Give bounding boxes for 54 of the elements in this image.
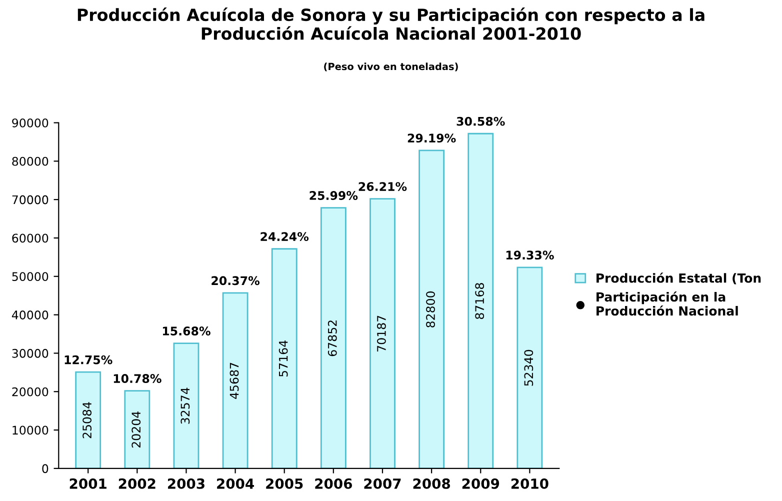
annotation: 29.19% <box>408 134 456 143</box>
x-tick-label: 2007 <box>364 478 401 489</box>
bar <box>222 292 248 468</box>
x-tick-label: 2008 <box>413 478 450 489</box>
x-tick-label: 2003 <box>168 478 204 489</box>
x-tick-label: 2005 <box>266 478 303 489</box>
data-label: 82800 <box>426 291 435 328</box>
x-tick-label: 2006 <box>315 478 352 489</box>
annotation: 19.33% <box>506 250 554 260</box>
legend-label: Producción Estatal (Ton <box>596 272 761 284</box>
annotation: 25.99% <box>310 191 358 200</box>
x-tick-label: 2009 <box>462 478 500 489</box>
data-label: 57164 <box>278 340 288 377</box>
annotation: 24.24% <box>260 232 309 242</box>
annotation: 30.58% <box>456 116 505 126</box>
bar <box>271 248 298 468</box>
data-label: 32574 <box>180 388 190 424</box>
annotation: 12.75% <box>64 355 112 364</box>
y-tick-label: 70000 <box>12 195 48 204</box>
bar <box>468 132 494 468</box>
annotation: 20.37% <box>212 276 260 286</box>
y-tick-label: 60000 <box>12 234 48 243</box>
bar <box>173 342 200 468</box>
chart-subtitle: (Peso vivo en toneladas) <box>324 62 458 72</box>
y-tick-label: 10000 <box>12 426 48 435</box>
chart-title: Producción Acuícola de Sonora y su Participación con respecto a la Producción Acuícola Nacional 2001-2010 <box>78 8 704 40</box>
x-tick-label: 2001 <box>70 478 106 489</box>
legend-label: Participación en la Producción Nacional <box>596 291 738 316</box>
bar <box>75 371 102 468</box>
annotation: 15.68% <box>162 326 210 336</box>
x-tick-label: 2002 <box>118 478 156 489</box>
annotation: 26.21% <box>358 182 407 192</box>
data-label: 70187 <box>376 316 386 352</box>
data-label: 52340 <box>524 350 534 386</box>
y-tick-label: 30000 <box>12 348 48 358</box>
x-tick-label: 2010 <box>511 478 548 489</box>
data-label: 25084 <box>82 402 92 438</box>
y-tick-label: 20000 <box>12 387 48 396</box>
bar <box>124 390 150 468</box>
data-label: 87168 <box>475 283 484 320</box>
bar <box>418 150 445 468</box>
bar <box>370 198 396 468</box>
y-tick-label: 0 <box>42 464 48 474</box>
bar <box>320 207 346 468</box>
data-label: 67852 <box>328 320 337 356</box>
bar <box>516 266 543 468</box>
y-tick-label: 50000 <box>12 272 48 282</box>
y-tick-label: 40000 <box>12 310 48 320</box>
y-tick-label: 80000 <box>12 156 48 166</box>
x-tick-label: 2004 <box>217 478 254 489</box>
data-label: 20204 <box>132 412 141 448</box>
y-tick-label: 90000 <box>12 118 48 128</box>
data-label: 45687 <box>230 362 239 399</box>
annotation: 10.78% <box>114 374 162 383</box>
